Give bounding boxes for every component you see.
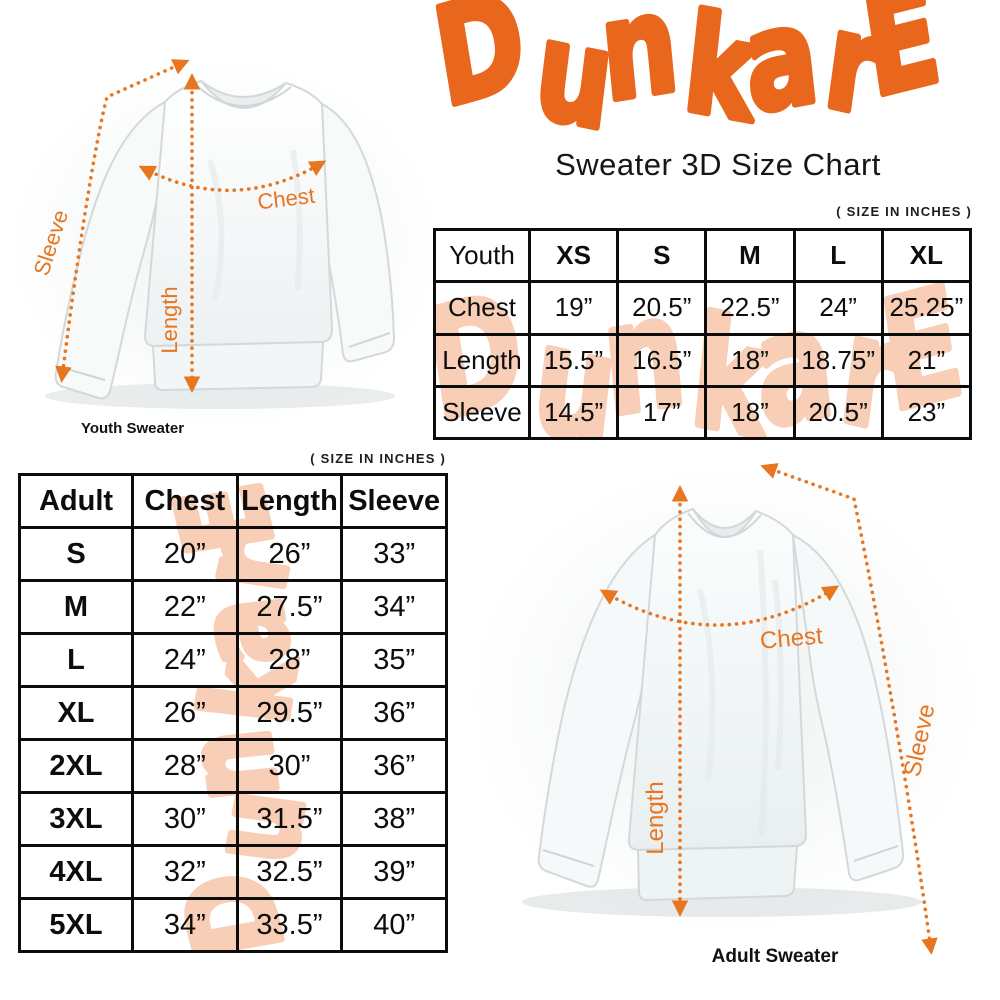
adult-sweater-illustration: Chest Length Sleeve xyxy=(470,463,980,955)
table-row: Adult Chest Length Sleeve xyxy=(18,473,448,529)
cell-value: 28” xyxy=(131,738,239,794)
cell-value: 19” xyxy=(527,280,620,336)
cell-value: 20.5” xyxy=(616,280,708,336)
cell-value: 18.75” xyxy=(792,332,884,388)
brand-logo-text: DunkarE xyxy=(419,0,950,157)
cell-value: 14.5” xyxy=(527,384,620,440)
row-label: 3XL xyxy=(18,791,134,847)
column-header: Sleeve xyxy=(340,473,448,529)
cell-value: 33.5” xyxy=(235,897,344,953)
adult-chest-label: Chest xyxy=(759,622,824,654)
table-row: S 20” 26” 33” xyxy=(18,526,448,582)
row-label: 4XL xyxy=(18,844,134,900)
cell-value: 32” xyxy=(131,844,239,900)
cell-value: 27.5” xyxy=(235,579,344,635)
row-label: L xyxy=(18,632,134,688)
adult-measurement-arrows xyxy=(599,463,938,955)
youth-sweater-illustration: Chest Length Sleeve xyxy=(10,59,440,430)
youth-chest-arrow xyxy=(138,160,327,193)
cell-value: 34” xyxy=(340,579,448,635)
cell-value: 17” xyxy=(616,384,708,440)
table-row: M 22” 27.5” 34” xyxy=(18,579,448,635)
column-header: Chest xyxy=(131,473,239,529)
cell-value: 20.5” xyxy=(792,384,884,440)
cell-value: 34” xyxy=(131,897,239,953)
column-header: XL xyxy=(880,228,972,284)
youth-sweater-drawing xyxy=(10,60,440,430)
adult-caption: Adult Sweater xyxy=(711,946,839,967)
adult-size-table: Adult Chest Length Sleeve S 20” 26” 33” M 22” 27.5… xyxy=(18,473,448,953)
brand-logo: DunkarE xyxy=(416,0,954,161)
cell-value: 30” xyxy=(235,738,344,794)
table-row: Chest 19” 20.5” 22.5” 24” 25.25” xyxy=(433,280,972,336)
table-row: Length 15.5” 16.5” 18” 18.75” 21” xyxy=(433,332,972,388)
cell-value: 25.25” xyxy=(880,280,972,336)
cell-value: 33” xyxy=(340,526,448,582)
row-label: Sleeve xyxy=(433,384,531,440)
column-header: Adult xyxy=(18,473,134,529)
cell-value: 28” xyxy=(235,632,344,688)
adult-table-section: DunkarE Adult Chest Length Sleeve S 20” 26” 33”… xyxy=(18,473,448,953)
youth-size-table: Youth XS S M L XL Chest 19” 20.5” 22.5” 24” 25.25” L… xyxy=(433,228,972,440)
table-row: L 24” 28” 35” xyxy=(18,632,448,688)
youth-sleeve-arrow xyxy=(55,59,190,383)
column-header: M xyxy=(704,228,796,284)
cell-value: 38” xyxy=(340,791,448,847)
cell-value: 35” xyxy=(340,632,448,688)
table-row: 2XL 28” 30” 36” xyxy=(18,738,448,794)
column-header: S xyxy=(616,228,708,284)
cell-value: 36” xyxy=(340,738,448,794)
table-row: Sleeve 14.5” 17” 18” 20.5” 23” xyxy=(433,384,972,440)
cell-value: 30” xyxy=(131,791,239,847)
table-row: 3XL 30” 31.5” 38” xyxy=(18,791,448,847)
youth-length-label: Length xyxy=(157,286,182,353)
cell-value: 15.5” xyxy=(527,332,620,388)
column-header: XS xyxy=(527,228,620,284)
column-header: Youth xyxy=(433,228,531,284)
youth-table-section: DunkarE YouthXSSMLXLChest19”20.5”22.5”24… xyxy=(433,228,972,440)
cell-value: 39” xyxy=(340,844,448,900)
cell-value: 24” xyxy=(131,632,239,688)
row-label: XL xyxy=(18,685,134,741)
cell-value: 24” xyxy=(792,280,884,336)
row-label: Length xyxy=(433,332,531,388)
table-row: XL 26” 29.5” 36” xyxy=(18,685,448,741)
cell-value: 20” xyxy=(131,526,239,582)
cell-value: 36” xyxy=(340,685,448,741)
page-title: Sweater 3D Size Chart xyxy=(555,147,881,182)
cell-value: 18” xyxy=(704,384,796,440)
table-row: 5XL 34” 33.5” 40” xyxy=(18,897,448,953)
cell-value: 40” xyxy=(340,897,448,953)
youth-caption: Youth Sweater xyxy=(80,420,185,437)
adult-length-label: Length xyxy=(642,781,669,854)
table-row: 4XL 32” 32.5” 39” xyxy=(18,844,448,900)
cell-value: 23” xyxy=(880,384,972,440)
cell-value: 26” xyxy=(235,526,344,582)
row-label: Chest xyxy=(433,280,531,336)
cell-value: 29.5” xyxy=(235,685,344,741)
row-label: 2XL xyxy=(18,738,134,794)
cell-value: 31.5” xyxy=(235,791,344,847)
adult-units-note: ( SIZE IN INCHES ) xyxy=(310,451,446,466)
row-label: S xyxy=(18,526,134,582)
cell-value: 18” xyxy=(704,332,796,388)
column-header: Length xyxy=(235,473,344,529)
youth-units-note: ( SIZE IN INCHES ) xyxy=(836,204,972,219)
cell-value: 26” xyxy=(131,685,239,741)
row-label: M xyxy=(18,579,134,635)
youth-measurement-arrows xyxy=(55,59,327,393)
column-header: L xyxy=(792,228,884,284)
adult-sleeve-arrow xyxy=(760,463,938,955)
cell-value: 22.5” xyxy=(704,280,796,336)
cell-value: 22” xyxy=(131,579,239,635)
cell-value: 32.5” xyxy=(235,844,344,900)
table-row: Youth XS S M L XL xyxy=(433,228,972,284)
cell-value: 21” xyxy=(880,332,972,388)
row-label: 5XL xyxy=(18,897,134,953)
adult-sweater-drawing xyxy=(470,465,980,935)
cell-value: 16.5” xyxy=(616,332,708,388)
